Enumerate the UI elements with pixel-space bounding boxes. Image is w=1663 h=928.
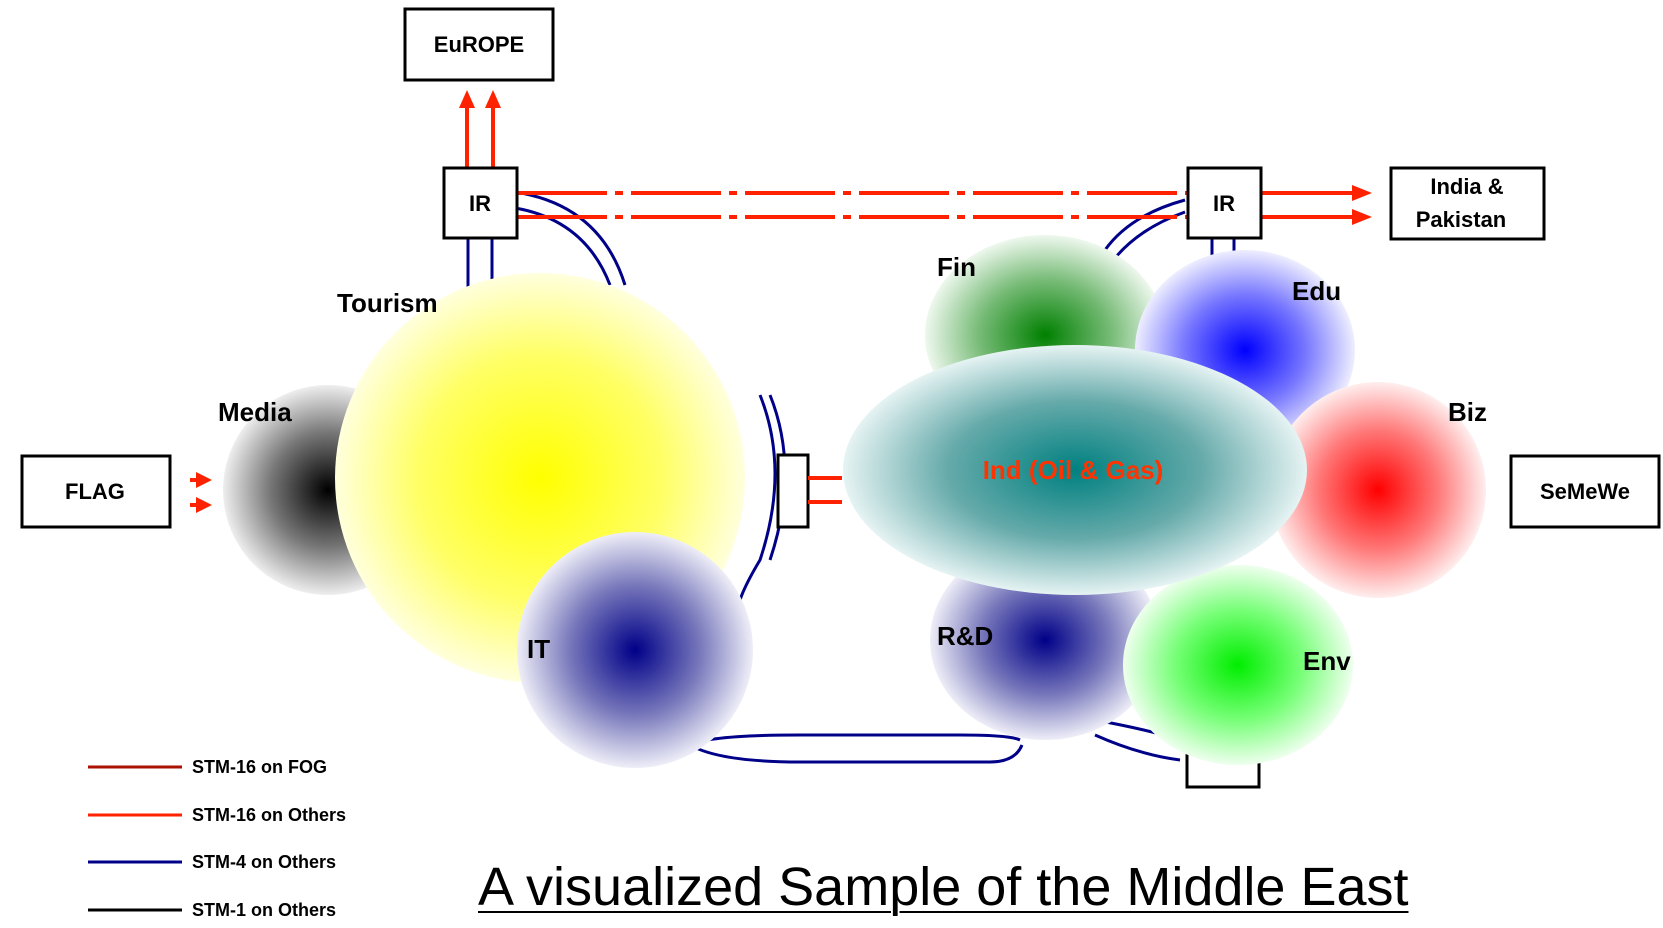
arrow-flag-a [196,472,212,488]
legend: STM-16 on FOG STM-16 on Others STM-4 on … [88,757,346,920]
tourism-label: Tourism [337,288,438,318]
semewe-box [1509,454,1661,529]
red-arrowheads [196,90,1372,513]
ir-right-box [1186,166,1263,240]
edu-label: Edu [1292,276,1341,306]
env-blob [1123,565,1353,765]
link-it-rd-a [689,733,1021,747]
india-label-line1: India & [1430,174,1503,199]
link-tourism-it-a [738,394,777,601]
biz-label: Biz [1448,397,1487,427]
rd-label: R&D [937,621,993,651]
arrow-europe-b [485,90,501,108]
it-blob [517,532,753,768]
ind-label: Ind (Oil & Gas) [983,455,1164,485]
page-title: A visualized Sample of the Middle East [478,857,1409,917]
ind-blob [843,345,1307,595]
arrow-india-b [1352,209,1372,225]
india-pakistan-box [1389,166,1546,241]
semewe-label: SeMeWe [1540,479,1630,504]
media-label: Media [218,397,292,427]
link-ir-left-loop-b [514,206,612,286]
legend-label-stm16-fog: STM-16 on FOG [192,757,327,777]
ind-connector-box [776,453,810,529]
fin-label: Fin [937,252,976,282]
link-ir-left-loop-a [514,190,627,286]
link-ir-right-fin-a [1103,198,1186,251]
it-label: IT [527,634,550,664]
sector-blobs [223,235,1486,789]
sector-labels: Tourism Media IT Fin Edu Biz Ind (Oil & … [218,252,1487,676]
india-label-line2: Pakistan [1416,207,1507,232]
red-links [190,100,1355,507]
ir-left-label: IR [469,191,491,216]
europe-box [403,7,555,82]
biz-blob [1270,382,1486,598]
env-label: Env [1303,646,1351,676]
link-it-rd-b [689,743,1024,764]
legend-label-stm4-others: STM-4 on Others [192,852,336,872]
link-rd-env-b [1094,733,1181,762]
legend-label-stm1-others: STM-1 on Others [192,900,336,920]
arrow-europe-a [459,90,475,108]
flag-box [20,454,172,529]
ir-right-label: IR [1213,191,1235,216]
node-boxes: EuROPE IR IR India & Pakistan FLAG SeMeW… [20,7,1661,529]
arrow-india-a [1352,185,1372,201]
legend-label-stm16-others: STM-16 on Others [192,805,346,825]
europe-label: EuROPE [434,32,524,57]
flag-label: FLAG [65,479,125,504]
arrow-flag-b [196,497,212,513]
ir-left-box [442,166,519,240]
